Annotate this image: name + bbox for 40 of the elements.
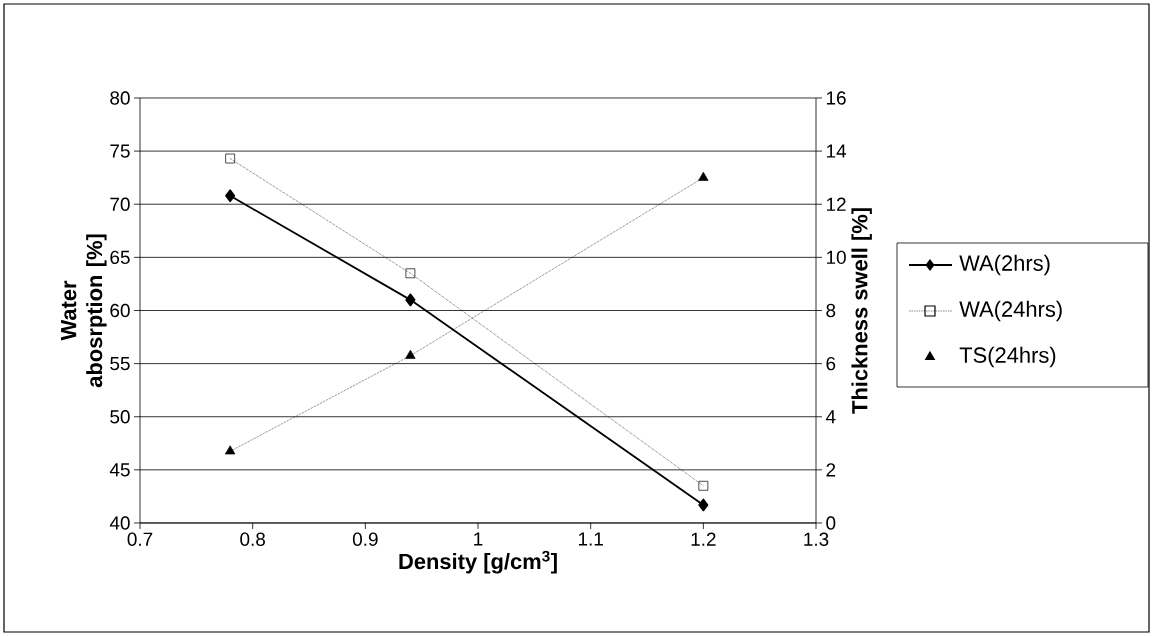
point (225, 445, 236, 455)
legend-label: WA(24hrs) (959, 300, 1062, 322)
y2-tick-label: 2 (826, 463, 836, 477)
y-tick-label: 70 (110, 197, 130, 211)
y-tick-label: 50 (110, 410, 130, 424)
y2-tick-label: 14 (826, 144, 847, 158)
point (698, 480, 709, 491)
x-tick-label: 1.2 (691, 532, 716, 546)
point (405, 268, 416, 279)
point (225, 153, 235, 164)
y2-tick-label: 0 (826, 516, 836, 530)
y2-axis-title: Thickness swell [%] (851, 208, 872, 414)
y2-tick-label: 8 (826, 303, 836, 318)
y-tick-label: 60 (110, 303, 130, 318)
x-axis-title: Density [g/cm$^{3}$] (399, 550, 557, 574)
y-tick-label: 55 (110, 357, 130, 371)
y-tick-label: 75 (110, 144, 130, 158)
y2-tick-label: 6 (826, 356, 836, 371)
x-tick-label: 1.1 (578, 532, 603, 546)
point (405, 293, 416, 307)
y-tick-label: 65 (110, 250, 130, 265)
y2-tick-label: 12 (826, 197, 846, 211)
y-tick-label: 80 (110, 91, 130, 105)
point (698, 171, 709, 181)
y2-tick-label: 4 (825, 410, 836, 424)
y2-tick-label: 10 (826, 250, 846, 265)
point (225, 189, 236, 203)
y2-tick-label: 16 (826, 91, 846, 105)
x-tick-label: 0.7 (127, 532, 153, 546)
point (405, 349, 416, 359)
y-tick-label: 45 (109, 463, 130, 477)
x-tick-label: 1 (474, 532, 483, 546)
x-tick-label: 1.3 (804, 532, 829, 546)
point (698, 498, 709, 512)
y-axis-title: Water abosrption [%] (61, 234, 107, 388)
legend-label: WA(2hrs) (959, 254, 1050, 276)
y-tick-label: 40 (109, 516, 130, 530)
x-tick-label: 0.9 (352, 532, 378, 546)
x-tick-label: 0.8 (240, 532, 266, 546)
legend-label: TS(24hrs) (959, 346, 1056, 368)
